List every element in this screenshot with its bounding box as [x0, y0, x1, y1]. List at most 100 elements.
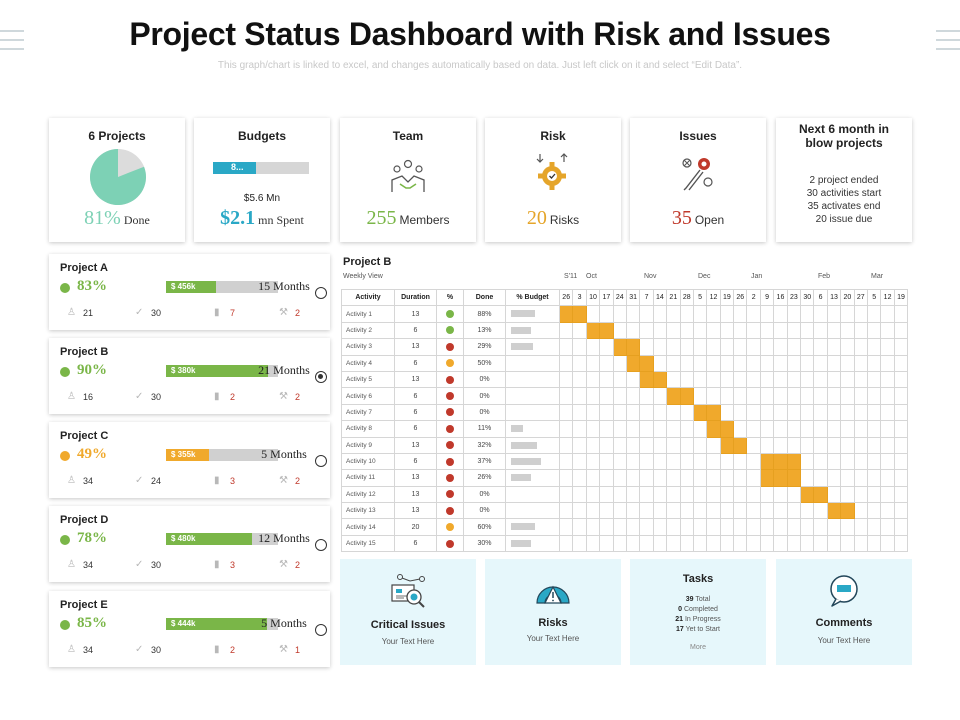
project-select-radio[interactable] — [315, 624, 327, 636]
project-duration: 5 Months — [261, 447, 307, 461]
project-card-b[interactable]: Project B 90% $ 380k 21 Months ♙ 16 ✓ 30 ▮ 2 ⚒ 2 — [49, 338, 330, 414]
risks-tile[interactable]: Risks Your Text Here — [485, 559, 621, 665]
gantt-cell — [639, 305, 654, 323]
team-summary-card[interactable]: Team 255 Members — [340, 118, 476, 242]
team-members-value: 255 — [366, 207, 397, 229]
project-metrics: ♙ 21 ✓ 30 ▮ 7 ⚒ 2 — [49, 307, 311, 321]
tasks-tile[interactable]: Tasks 39 Total 0 Completed 21 In Progres… — [630, 559, 766, 665]
gantt-cell — [893, 436, 909, 454]
activity-duration: 6 — [394, 452, 437, 471]
next-item: 2 project ended — [809, 175, 879, 186]
risks-title: Risks — [538, 617, 568, 629]
activity-name: Activity 15 — [341, 534, 395, 553]
next-six-months-card[interactable]: Next 6 month in blow projects 2 project … — [776, 118, 912, 242]
gantt-cell — [692, 469, 708, 487]
gantt-activity-row[interactable]: Activity 3 13 29% — [341, 338, 909, 356]
gantt-activity-row[interactable]: Activity 2 6 13% — [341, 321, 909, 340]
gantt-cell — [612, 354, 627, 372]
gantt-cell — [746, 485, 761, 504]
project-issues-value: 2 — [295, 560, 301, 570]
projects-summary-card[interactable]: 6 Projects 81% Done — [49, 118, 185, 242]
gantt-cell — [840, 305, 855, 323]
gantt-cell — [893, 387, 909, 405]
project-select-radio[interactable] — [315, 539, 327, 551]
gantt-cell — [746, 387, 761, 405]
gantt-cell — [558, 469, 574, 487]
gantt-activity-row[interactable]: Activity 1 13 88% — [341, 305, 909, 323]
gantt-activity-row[interactable]: Activity 8 6 11% — [341, 420, 909, 438]
gantt-bar-cell — [706, 403, 721, 422]
activity-budget — [505, 305, 560, 323]
gantt-activity-row[interactable]: Activity 6 6 0% — [341, 387, 909, 405]
gantt-cell — [893, 305, 909, 323]
gantt-cell — [840, 485, 855, 504]
gantt-cell — [558, 420, 574, 438]
comments-tile[interactable]: Comments Your Text Here — [776, 559, 912, 665]
project-budget-fill — [166, 533, 253, 545]
gantt-activity-row[interactable]: Activity 9 13 32% — [341, 436, 909, 454]
activity-budget — [505, 436, 560, 454]
gantt-cell — [652, 305, 668, 323]
person-icon: ♙ — [67, 644, 76, 655]
gantt-cell — [706, 387, 721, 405]
issues-count-value: 35 — [671, 207, 692, 229]
gantt-activity-row[interactable]: Activity 5 13 0% — [341, 370, 909, 389]
project-card-d[interactable]: Project D 78% $ 480k 12 Months ♙ 34 ✓ 30 ▮ 3 ⚒ 2 — [49, 506, 330, 582]
gantt-cell — [652, 452, 668, 471]
gantt-activity-row[interactable]: Activity 7 6 0% — [341, 403, 909, 422]
critical-issues-title: Critical Issues — [370, 619, 446, 631]
project-card-e[interactable]: Project E 85% $ 444k 5 Months ♙ 34 ✓ 30 ▮ 2 ⚒ 1 — [49, 591, 330, 667]
gantt-cell — [853, 485, 868, 504]
gantt-cell — [800, 502, 815, 520]
checkmark-icon: ✓ — [135, 307, 144, 318]
budgets-summary-card[interactable]: Budgets 8... $5.6 Mn $2.1 mn Spent — [194, 118, 330, 242]
project-percent: 78% — [77, 530, 107, 546]
gantt-cell — [840, 338, 855, 356]
activity-duration: 6 — [394, 321, 437, 340]
gantt-cell — [746, 502, 761, 520]
gantt-cell — [572, 502, 587, 520]
gantt-cell — [853, 321, 868, 340]
risk-summary-card[interactable]: Risk 20 Risks — [485, 118, 621, 242]
project-select-radio[interactable] — [315, 455, 327, 467]
next-item: 35 activates end — [807, 201, 881, 212]
activity-done: 32% — [463, 436, 506, 454]
gantt-cell — [813, 502, 828, 520]
activity-done: 0% — [463, 387, 506, 405]
header-decoration-right — [936, 30, 960, 57]
gantt-cell — [866, 305, 882, 323]
project-card-a[interactable]: Project A 83% $ 456k 15 Months ♙ 21 ✓ 30 ▮ 7 ⚒ 2 — [49, 254, 330, 330]
critical-issues-tile[interactable]: Critical Issues Your Text Here — [340, 559, 476, 665]
issues-summary-card[interactable]: Issues 35 Open — [630, 118, 766, 242]
gantt-activity-row[interactable]: Activity 4 6 50% — [341, 354, 909, 372]
project-budget-fill — [166, 365, 268, 377]
gantt-cell — [585, 387, 601, 405]
gantt-cell — [639, 485, 654, 504]
gantt-week-header: 20 — [840, 288, 855, 307]
gantt-cell — [719, 321, 735, 340]
gantt-cell — [813, 338, 828, 356]
gantt-week-header: 31 — [625, 288, 641, 307]
activity-status — [436, 469, 464, 487]
tasks-more-link[interactable]: More — [690, 644, 706, 651]
gantt-cell — [706, 436, 721, 454]
gantt-week-header: 23 — [786, 288, 802, 307]
project-select-radio[interactable] — [315, 287, 327, 299]
gantt-activity-row[interactable]: Activity 10 6 37% — [341, 452, 909, 471]
gantt-activity-row[interactable]: Activity 15 6 30% — [341, 534, 909, 553]
project-select-radio[interactable] — [315, 371, 327, 383]
tasks-total-value: 39 — [685, 596, 694, 603]
activity-status — [436, 321, 464, 340]
gantt-cell — [666, 420, 681, 438]
project-card-c[interactable]: Project C 49% $ 355k 5 Months ♙ 34 ✓ 24 ▮ 3 ⚒ 2 — [49, 422, 330, 498]
projects-done-value: 81% — [84, 207, 121, 229]
gantt-activity-row[interactable]: Activity 12 13 0% — [341, 485, 909, 504]
gantt-week-header: 12 — [706, 288, 721, 307]
gantt-cell — [733, 338, 748, 356]
gantt-activity-row[interactable]: Activity 14 20 60% — [341, 518, 909, 536]
project-percent: 85% — [77, 615, 107, 631]
gantt-activity-row[interactable]: Activity 13 13 0% — [341, 502, 909, 520]
gantt-cell — [893, 370, 909, 389]
gantt-activity-row[interactable]: Activity 11 13 26% — [341, 469, 909, 487]
gantt-bar-cell — [786, 452, 802, 471]
